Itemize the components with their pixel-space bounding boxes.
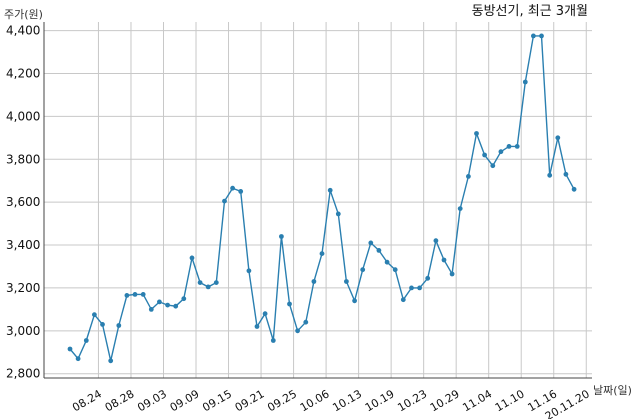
y-tick-label: 3,400 xyxy=(6,238,40,252)
data-point xyxy=(571,186,577,192)
x-tick-label: 11.10 xyxy=(493,387,527,414)
y-tick-labels: 2,800 3,000 3,200 3,400 3,600 3,800 4,000 4,200… xyxy=(6,24,40,381)
data-point xyxy=(425,275,431,281)
x-tick-label: 08.28 xyxy=(103,387,137,414)
x-tick-label: 10.19 xyxy=(363,387,397,414)
data-point xyxy=(474,131,479,136)
data-point xyxy=(433,238,439,244)
grid-lines xyxy=(44,22,592,378)
data-point xyxy=(352,298,357,304)
x-tick-label: 10.29 xyxy=(428,387,462,414)
y-tick-label: 2,800 xyxy=(6,367,40,381)
data-point xyxy=(563,171,569,177)
data-point xyxy=(449,271,455,277)
data-point xyxy=(335,211,341,217)
data-point xyxy=(498,149,504,155)
data-point xyxy=(246,268,252,274)
data-point xyxy=(222,198,227,204)
data-point xyxy=(417,285,422,291)
data-point xyxy=(522,79,528,85)
x-tick-label: 09.21 xyxy=(233,387,267,414)
data-point xyxy=(100,322,105,327)
data-point xyxy=(140,292,146,297)
data-point xyxy=(92,312,97,318)
data-point xyxy=(197,280,203,285)
x-tick-label: 10.23 xyxy=(395,387,429,414)
y-tick-label: 3,200 xyxy=(6,281,40,295)
data-point xyxy=(409,285,414,291)
data-point xyxy=(555,135,561,141)
data-point xyxy=(327,187,333,193)
data-point xyxy=(67,346,73,352)
data-point xyxy=(400,297,406,303)
data-point xyxy=(83,338,89,343)
data-point xyxy=(205,284,211,290)
x-tick-label: 08.24 xyxy=(70,387,104,414)
data-point xyxy=(311,279,317,284)
data-point xyxy=(148,307,154,312)
data-point xyxy=(547,172,553,178)
data-point xyxy=(490,163,496,169)
data-point xyxy=(108,358,114,364)
data-point xyxy=(75,356,81,362)
data-point xyxy=(539,33,544,39)
data-point xyxy=(262,311,268,317)
x-tick-label: 09.15 xyxy=(200,387,234,414)
y-tick-label: 4,200 xyxy=(6,66,40,80)
data-point xyxy=(270,338,276,343)
y-tick-label: 3,800 xyxy=(6,152,40,166)
data-point xyxy=(392,267,398,273)
data-point xyxy=(368,240,374,246)
data-point xyxy=(132,292,138,297)
data-point xyxy=(279,234,284,239)
x-axis-label: 날짜(일) xyxy=(593,383,632,397)
data-point xyxy=(303,319,309,325)
data-point xyxy=(360,267,366,273)
data-point xyxy=(319,251,325,256)
axes xyxy=(43,22,592,379)
data-point xyxy=(344,279,349,284)
price-series xyxy=(67,33,577,364)
data-point xyxy=(466,174,471,179)
data-point xyxy=(295,328,300,334)
data-point xyxy=(441,257,447,263)
data-point xyxy=(181,296,187,302)
data-point xyxy=(213,280,219,285)
data-point xyxy=(384,259,390,265)
data-point xyxy=(116,323,122,328)
x-tick-label: 09.25 xyxy=(265,387,299,414)
x-tick-label: 09.03 xyxy=(135,387,169,414)
data-point xyxy=(230,185,236,191)
data-point xyxy=(506,144,512,149)
chart-title: 동방선기, 최근 3개월 xyxy=(472,4,588,19)
y-tick-label: 4,000 xyxy=(6,109,40,123)
data-point xyxy=(482,152,487,158)
y-axis-label: 주가(원) xyxy=(4,8,43,21)
data-point xyxy=(254,324,260,329)
y-tick-label: 3,000 xyxy=(6,324,40,338)
x-tick-label: 10.06 xyxy=(298,387,332,414)
data-point xyxy=(124,293,130,298)
data-point xyxy=(514,144,520,149)
data-point xyxy=(531,33,536,39)
x-tick-label: 10.13 xyxy=(330,387,364,414)
data-point xyxy=(173,303,179,309)
y-tick-label: 4,400 xyxy=(6,24,40,38)
data-point xyxy=(376,248,382,253)
x-tick-label: 11.04 xyxy=(460,387,494,414)
data-point xyxy=(238,189,244,194)
y-tick-label: 3,600 xyxy=(6,195,40,209)
data-point xyxy=(165,302,171,308)
data-point xyxy=(457,206,463,212)
price-line xyxy=(69,35,575,361)
data-point xyxy=(157,299,162,305)
data-point xyxy=(189,255,195,261)
x-tick-labels: 08.2408.2809.0309.0909.1509.2109.2510.06… xyxy=(70,387,592,419)
data-point xyxy=(287,301,292,307)
x-tick-label: 09.09 xyxy=(168,387,202,414)
